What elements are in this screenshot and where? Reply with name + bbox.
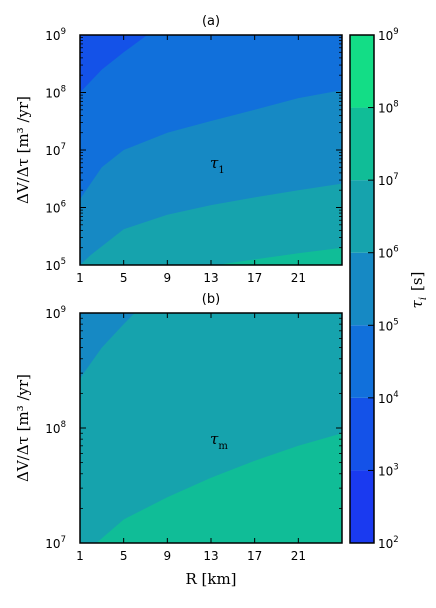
colorbar: 102 103 104 105 106 107 108 109 τi[s] <box>349 27 429 551</box>
panel-b-contour-bands <box>80 313 342 543</box>
panel-a-ticks: 1 5 9 13 17 21 105 106 107 108 109 <box>45 27 342 285</box>
panel-b: (b) 1 5 9 13 17 21 107 108 109 τm ΔV/Δτ [m³ /yr]… <box>14 292 343 588</box>
panel-a: (a) 1 5 9 13 17 21 105 106 107 108 109 τ1 ΔV/Δτ [m… <box>14 14 343 285</box>
panel-b-ytick-label: 107 <box>45 535 66 551</box>
panel-a-band-6 <box>80 183 342 265</box>
panel-a-xtick-label: 13 <box>203 271 218 285</box>
colorbar-tick-label: 105 <box>378 317 399 333</box>
panel-a-xtick-label: 17 <box>247 271 262 285</box>
panel-b-band-7 <box>96 433 342 543</box>
colorbar-band <box>350 397 374 471</box>
colorbar-band <box>350 35 374 108</box>
panel-b-xtick-label: 9 <box>164 549 172 563</box>
colorbar-tick-label: 103 <box>378 462 399 478</box>
panel-b-title: (b) <box>202 292 220 307</box>
colorbar-band <box>350 180 374 253</box>
colorbar-band <box>350 252 374 326</box>
panel-a-title: (a) <box>202 14 220 29</box>
colorbar-tick-label: 108 <box>378 100 399 116</box>
panel-b-xtick-label: 21 <box>291 549 306 563</box>
panel-a-band-7 <box>216 247 342 265</box>
colorbar-tick-label: 104 <box>378 390 399 406</box>
panel-b-xtick-label: 5 <box>120 549 128 563</box>
panel-b-xtick-label: 1 <box>76 549 84 563</box>
colorbar-tick-label: 109 <box>378 27 399 43</box>
colorbar-bands <box>350 35 374 543</box>
panel-b-xtick-label: 13 <box>203 549 218 563</box>
colorbar-ticks: 102 103 104 105 106 107 108 109 <box>368 27 399 551</box>
colorbar-tick-label: 102 <box>378 535 399 551</box>
panel-a-ytick-label: 107 <box>45 142 66 158</box>
panel-a-xtick-label: 21 <box>291 271 306 285</box>
panel-b-annotation: τm <box>210 430 228 452</box>
panel-a-annotation: τ1 <box>210 154 225 176</box>
colorbar-band <box>350 325 374 398</box>
panel-a-xtick-label: 5 <box>120 271 128 285</box>
panel-a-ytick-label: 105 <box>45 257 66 273</box>
colorbar-band <box>350 107 374 181</box>
panel-b-xlabel: R [km] <box>185 570 236 588</box>
colorbar-label: τi[s] <box>408 272 429 309</box>
panel-a-ylabel: ΔV/Δτ [m³ /yr] <box>14 96 32 204</box>
colorbar-band <box>350 470 374 543</box>
colorbar-tick-label: 106 <box>378 245 399 261</box>
panel-b-ytick-label: 109 <box>45 305 66 321</box>
panel-b-xtick-label: 17 <box>247 549 262 563</box>
panel-a-ytick-label: 108 <box>45 85 66 101</box>
panel-a-xtick-label: 1 <box>76 271 84 285</box>
panel-a-xtick-label: 9 <box>164 271 172 285</box>
panel-a-ytick-label: 106 <box>45 200 66 216</box>
panel-a-contour-bands <box>80 35 342 265</box>
panel-b-ticks: 1 5 9 13 17 21 107 108 109 <box>45 305 342 563</box>
panel-b-ytick-label: 108 <box>45 420 66 436</box>
colorbar-tick-label: 107 <box>378 172 399 188</box>
colorbar-frame <box>349 34 375 544</box>
panel-b-ylabel: ΔV/Δτ [m³ /yr] <box>14 374 32 482</box>
panel-a-ytick-label: 109 <box>45 27 66 43</box>
